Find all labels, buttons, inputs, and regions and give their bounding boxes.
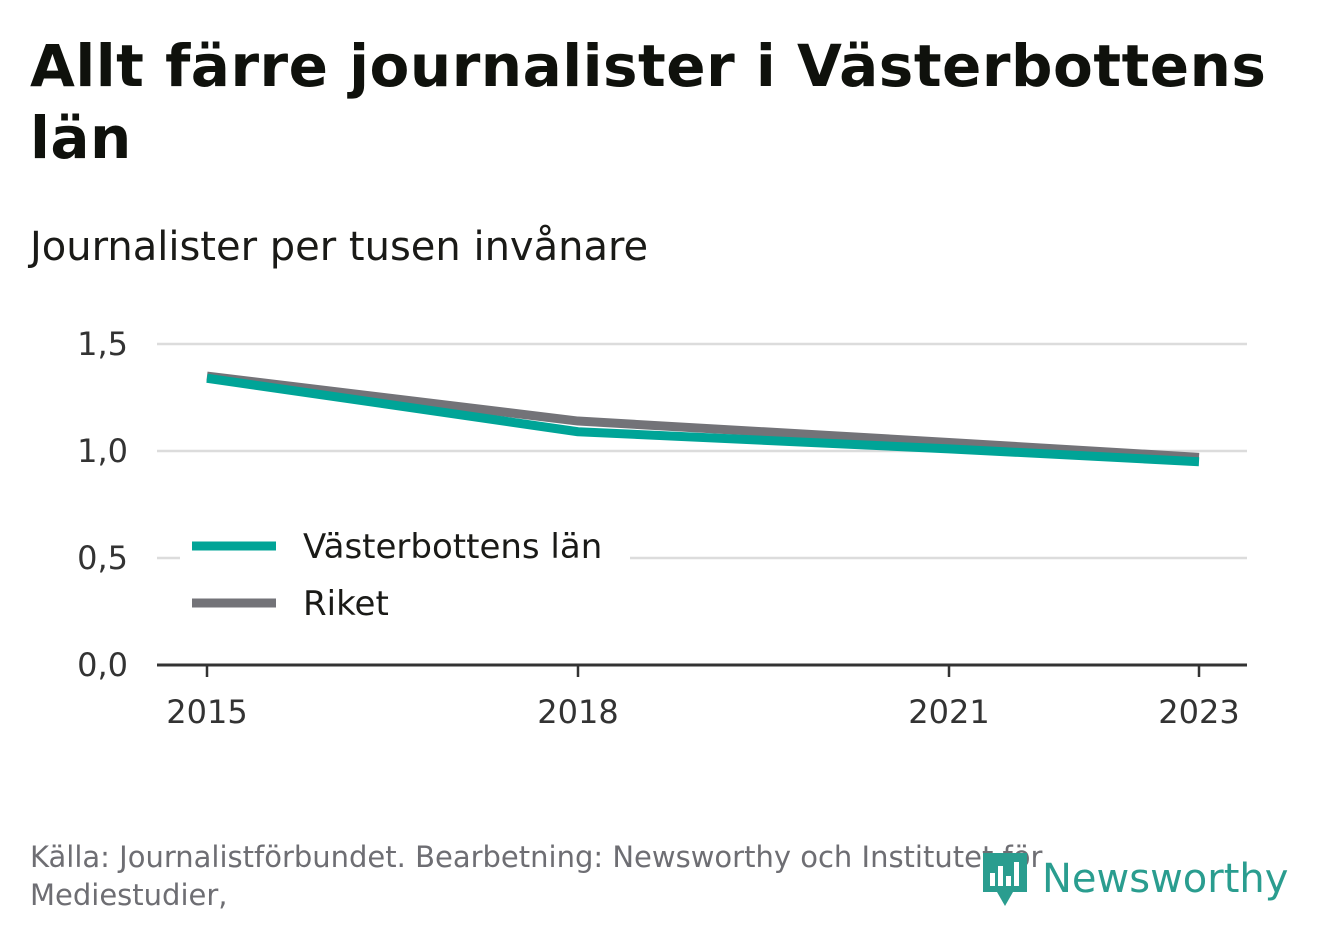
y-tick-label: 0,0 [77, 646, 128, 684]
source-note: Källa: Journalistförbundet. Bearbetning:… [30, 840, 1043, 912]
y-tick-label: 0,5 [77, 539, 128, 577]
series-lines [206, 371, 1200, 467]
x-tick-label: 2021 [908, 693, 989, 731]
legend-background [180, 516, 630, 634]
chart-subtitle: Journalister per tusen invånare [30, 224, 649, 270]
legend-label: Riket [303, 584, 389, 624]
x-axis: 2015 2018 2021 2023 [157, 663, 1247, 731]
brand-logo: Newsworthy [980, 848, 1288, 910]
series-line-riket [206, 371, 1200, 462]
y-tick-label: 1,0 [77, 432, 128, 470]
series-line-västerbottens-län [206, 373, 1200, 467]
chart-title: Allt färre journalister i Västerbottens … [30, 32, 1267, 172]
x-tick-label: 2023 [1158, 693, 1239, 731]
newsworthy-bar-chart-icon [983, 853, 1027, 906]
x-tick-label: 2018 [537, 693, 618, 731]
line-chart: 0,0 0,5 1,0 1,5 2015 2018 2021 2023 Västerbott… [77, 325, 1247, 731]
x-tick-label: 2015 [166, 693, 247, 731]
legend: Västerbottens län Riket [180, 516, 630, 634]
brand-name: Newsworthy [1042, 856, 1289, 902]
y-axis: 0,0 0,5 1,0 1,5 [77, 325, 128, 684]
legend-label: Västerbottens län [303, 527, 602, 567]
y-tick-label: 1,5 [77, 325, 128, 363]
